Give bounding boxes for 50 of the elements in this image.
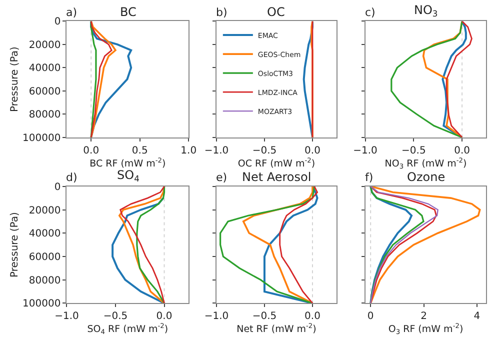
y-tick-label: 80000 <box>28 110 61 121</box>
text: d) <box>66 171 78 184</box>
x-axis-title: NO$_{3}$ RF (mW m$^{-2}$) <box>384 156 467 170</box>
chart-title: OC <box>267 5 285 19</box>
x-tick-label: −0.5 <box>402 145 426 156</box>
chart-title: BC <box>120 5 136 19</box>
y-tick-label: 0 <box>54 182 61 193</box>
y-tick-label: 20000 <box>28 205 61 216</box>
x-tick-label: 0.0 <box>304 311 320 322</box>
x-tick-label: 4 <box>474 311 480 322</box>
x-tick-label: −1.0 <box>353 145 378 156</box>
y-tick-label: 40000 <box>28 63 61 74</box>
y-tick-label: 60000 <box>28 86 61 98</box>
text: f) <box>365 171 374 184</box>
y-tick-label: 80000 <box>28 275 61 286</box>
y-tick-label: 20000 <box>28 40 61 51</box>
x-axis-title: SO$_{4}$ RF (mW m$^{-2}$) <box>87 322 168 336</box>
text: c) <box>365 6 376 19</box>
chart-title: Ozone <box>407 170 446 184</box>
y-tick-label: 60000 <box>28 252 61 263</box>
text: a) <box>66 6 78 19</box>
x-tick-label: −1.0 <box>204 145 229 156</box>
y-tick-label: 100000 <box>22 298 61 310</box>
x-axis-title: OC RF (mW m$^{-2}$) <box>238 156 316 170</box>
x-tick-label: −0.5 <box>103 311 128 322</box>
x-axis-title: Net RF (mW m$^{-2}$) <box>236 322 316 336</box>
x-tick-label: 0 <box>367 311 374 322</box>
y-tick-label: 100000 <box>22 132 61 144</box>
x-tick-label: 0.0 <box>454 145 470 156</box>
x-tick-label: −0.5 <box>252 311 277 322</box>
x-tick-label: 0.0 <box>83 145 100 156</box>
x-tick-label: 1.0 <box>180 145 197 156</box>
x-tick-label: 0.0 <box>304 145 320 156</box>
text: b) <box>216 6 228 19</box>
chart-title: NO$_{3}$ <box>414 3 438 19</box>
x-axis-title: BC RF (mW m$^{-2}$) <box>90 156 166 170</box>
x-tick-label: −1.0 <box>204 311 229 322</box>
text: e) <box>216 171 228 184</box>
x-tick-label: 0.0 <box>156 311 172 322</box>
x-tick-label: −1.0 <box>54 311 79 322</box>
y-tick-label: 40000 <box>28 228 61 240</box>
chart-title: Net Aerosol <box>242 170 312 184</box>
x-tick-label: 2 <box>420 311 427 322</box>
x-axis-title: O$_{3}$ RF (mW m$^{-2}$) <box>388 322 464 336</box>
chart-title: SO$_{4}$ <box>117 168 140 184</box>
x-tick-label: −0.5 <box>252 145 277 156</box>
y-axis-title: Pressure (Pa) <box>10 212 21 278</box>
y-tick-label: 0 <box>54 16 61 28</box>
y-axis-title: Pressure (Pa) <box>10 46 21 112</box>
x-tick-label: 0.5 <box>132 145 148 156</box>
